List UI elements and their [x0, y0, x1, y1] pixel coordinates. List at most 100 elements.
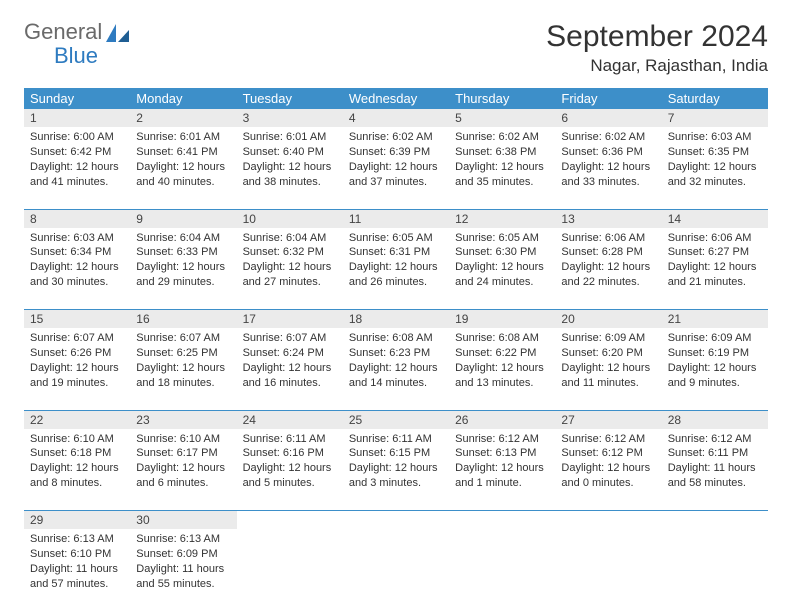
- daylight-line: Daylight: 12 hours and 19 minutes.: [30, 361, 124, 391]
- day-body-row: Sunrise: 6:03 AMSunset: 6:34 PMDaylight:…: [24, 228, 768, 310]
- sunrise-line: Sunrise: 6:05 AM: [455, 231, 549, 246]
- day-number-cell: 22: [24, 410, 130, 429]
- sunset-line: Sunset: 6:39 PM: [349, 145, 443, 160]
- logo-sails-icon: [106, 24, 132, 44]
- day-body-cell: Sunrise: 6:04 AMSunset: 6:32 PMDaylight:…: [237, 228, 343, 310]
- day-body-cell: Sunrise: 6:02 AMSunset: 6:39 PMDaylight:…: [343, 127, 449, 209]
- sunset-line: Sunset: 6:35 PM: [668, 145, 762, 160]
- day-number-cell: 29: [24, 511, 130, 530]
- day-body-row: Sunrise: 6:00 AMSunset: 6:42 PMDaylight:…: [24, 127, 768, 209]
- day-body-cell: Sunrise: 6:03 AMSunset: 6:35 PMDaylight:…: [662, 127, 768, 209]
- daylight-line: Daylight: 12 hours and 0 minutes.: [561, 461, 655, 491]
- day-number-cell: 24: [237, 410, 343, 429]
- sunset-line: Sunset: 6:25 PM: [136, 346, 230, 361]
- day-number-cell: 1: [24, 109, 130, 127]
- day-number-row: 15161718192021: [24, 310, 768, 329]
- day-body-cell: Sunrise: 6:00 AMSunset: 6:42 PMDaylight:…: [24, 127, 130, 209]
- day-body-cell: Sunrise: 6:01 AMSunset: 6:41 PMDaylight:…: [130, 127, 236, 209]
- day-number-row: 2930: [24, 511, 768, 530]
- day-number-cell: 26: [449, 410, 555, 429]
- day-number-cell: 28: [662, 410, 768, 429]
- sunrise-line: Sunrise: 6:11 AM: [243, 432, 337, 447]
- logo-text-general: General: [24, 19, 102, 44]
- sunrise-line: Sunrise: 6:11 AM: [349, 432, 443, 447]
- day-number-cell: 23: [130, 410, 236, 429]
- daylight-line: Daylight: 12 hours and 30 minutes.: [30, 260, 124, 290]
- sunset-line: Sunset: 6:26 PM: [30, 346, 124, 361]
- sunrise-line: Sunrise: 6:00 AM: [30, 130, 124, 145]
- daylight-line: Daylight: 12 hours and 29 minutes.: [136, 260, 230, 290]
- daylight-line: Daylight: 12 hours and 1 minute.: [455, 461, 549, 491]
- day-number-cell: 20: [555, 310, 661, 329]
- title-block: September 2024 Nagar, Rajasthan, India: [546, 20, 768, 76]
- sunrise-line: Sunrise: 6:07 AM: [136, 331, 230, 346]
- day-body-cell: Sunrise: 6:07 AMSunset: 6:26 PMDaylight:…: [24, 328, 130, 410]
- daylight-line: Daylight: 12 hours and 11 minutes.: [561, 361, 655, 391]
- sunrise-line: Sunrise: 6:10 AM: [30, 432, 124, 447]
- day-number-cell: 14: [662, 209, 768, 228]
- sunset-line: Sunset: 6:42 PM: [30, 145, 124, 160]
- day-number-cell: 9: [130, 209, 236, 228]
- sunset-line: Sunset: 6:20 PM: [561, 346, 655, 361]
- daylight-line: Daylight: 12 hours and 14 minutes.: [349, 361, 443, 391]
- sunset-line: Sunset: 6:33 PM: [136, 245, 230, 260]
- sunset-line: Sunset: 6:16 PM: [243, 446, 337, 461]
- day-body-cell: Sunrise: 6:06 AMSunset: 6:28 PMDaylight:…: [555, 228, 661, 310]
- day-number-cell: 19: [449, 310, 555, 329]
- sunset-line: Sunset: 6:17 PM: [136, 446, 230, 461]
- day-body-cell: Sunrise: 6:03 AMSunset: 6:34 PMDaylight:…: [24, 228, 130, 310]
- logo-text-blue: Blue: [54, 44, 102, 67]
- day-body-cell: Sunrise: 6:12 AMSunset: 6:12 PMDaylight:…: [555, 429, 661, 511]
- day-number-cell: 11: [343, 209, 449, 228]
- sunrise-line: Sunrise: 6:13 AM: [30, 532, 124, 547]
- day-body-cell: Sunrise: 6:10 AMSunset: 6:18 PMDaylight:…: [24, 429, 130, 511]
- day-body-cell: Sunrise: 6:07 AMSunset: 6:25 PMDaylight:…: [130, 328, 236, 410]
- sunset-line: Sunset: 6:11 PM: [668, 446, 762, 461]
- sunset-line: Sunset: 6:27 PM: [668, 245, 762, 260]
- sunset-line: Sunset: 6:15 PM: [349, 446, 443, 461]
- daylight-line: Daylight: 12 hours and 35 minutes.: [455, 160, 549, 190]
- weekday-header: Monday: [130, 88, 236, 109]
- day-number-cell: 25: [343, 410, 449, 429]
- day-number-cell: 10: [237, 209, 343, 228]
- day-number-cell: [555, 511, 661, 530]
- day-body-cell: Sunrise: 6:09 AMSunset: 6:19 PMDaylight:…: [662, 328, 768, 410]
- daylight-line: Daylight: 12 hours and 41 minutes.: [30, 160, 124, 190]
- day-number-cell: 30: [130, 511, 236, 530]
- sunset-line: Sunset: 6:28 PM: [561, 245, 655, 260]
- sunset-line: Sunset: 6:13 PM: [455, 446, 549, 461]
- day-body-cell: Sunrise: 6:13 AMSunset: 6:09 PMDaylight:…: [130, 529, 236, 611]
- sunrise-line: Sunrise: 6:07 AM: [243, 331, 337, 346]
- daylight-line: Daylight: 12 hours and 9 minutes.: [668, 361, 762, 391]
- day-body-cell: Sunrise: 6:11 AMSunset: 6:15 PMDaylight:…: [343, 429, 449, 511]
- sunset-line: Sunset: 6:09 PM: [136, 547, 230, 562]
- day-body-cell: [555, 529, 661, 611]
- sunset-line: Sunset: 6:12 PM: [561, 446, 655, 461]
- day-number-cell: 3: [237, 109, 343, 127]
- sunrise-line: Sunrise: 6:06 AM: [668, 231, 762, 246]
- day-body-cell: [343, 529, 449, 611]
- sunset-line: Sunset: 6:34 PM: [30, 245, 124, 260]
- sunrise-line: Sunrise: 6:12 AM: [455, 432, 549, 447]
- daylight-line: Daylight: 12 hours and 18 minutes.: [136, 361, 230, 391]
- daylight-line: Daylight: 12 hours and 38 minutes.: [243, 160, 337, 190]
- day-body-cell: Sunrise: 6:05 AMSunset: 6:30 PMDaylight:…: [449, 228, 555, 310]
- day-number-cell: 2: [130, 109, 236, 127]
- day-number-row: 22232425262728: [24, 410, 768, 429]
- weekday-header: Thursday: [449, 88, 555, 109]
- day-body-cell: Sunrise: 6:02 AMSunset: 6:38 PMDaylight:…: [449, 127, 555, 209]
- sunset-line: Sunset: 6:40 PM: [243, 145, 337, 160]
- sunset-line: Sunset: 6:30 PM: [455, 245, 549, 260]
- daylight-line: Daylight: 12 hours and 37 minutes.: [349, 160, 443, 190]
- day-body-cell: Sunrise: 6:02 AMSunset: 6:36 PMDaylight:…: [555, 127, 661, 209]
- sunset-line: Sunset: 6:36 PM: [561, 145, 655, 160]
- logo: General Blue: [24, 20, 132, 67]
- sunrise-line: Sunrise: 6:08 AM: [455, 331, 549, 346]
- sunset-line: Sunset: 6:18 PM: [30, 446, 124, 461]
- sunrise-line: Sunrise: 6:07 AM: [30, 331, 124, 346]
- day-number-cell: 15: [24, 310, 130, 329]
- day-number-cell: 8: [24, 209, 130, 228]
- day-number-cell: 13: [555, 209, 661, 228]
- sunset-line: Sunset: 6:38 PM: [455, 145, 549, 160]
- sunset-line: Sunset: 6:24 PM: [243, 346, 337, 361]
